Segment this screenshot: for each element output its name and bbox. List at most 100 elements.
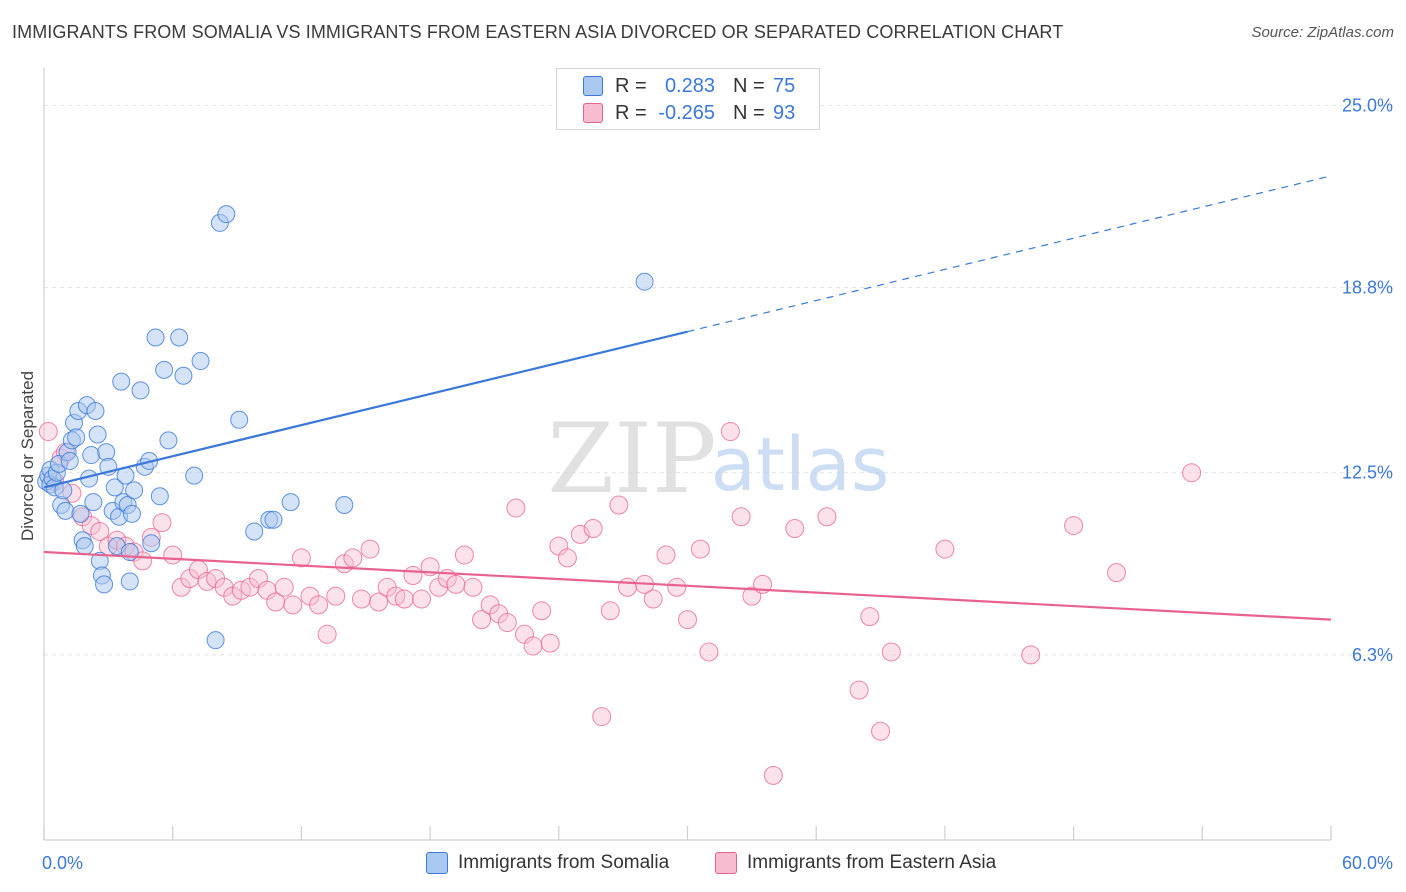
- eastern-asia-point: [583, 519, 603, 539]
- somalia-trend-line: [43, 330, 688, 489]
- n-value: 93: [773, 101, 796, 124]
- eastern-asia-point: [643, 589, 663, 609]
- eastern-asia-point: [592, 707, 612, 727]
- eastern-asia-point: [817, 507, 837, 527]
- eastern-asia-point: [609, 495, 629, 515]
- r-value: 0.283: [664, 74, 715, 97]
- eastern-asia-point: [291, 548, 311, 568]
- eastern-asia-point: [38, 422, 58, 442]
- somalia-swatch: [583, 76, 603, 96]
- eastern-asia-point: [283, 595, 303, 615]
- eastern-asia-point: [163, 545, 183, 565]
- legend-item-somalia: Immigrants from Somalia: [426, 852, 669, 874]
- somalia-point: [335, 496, 354, 515]
- eastern-asia-point: [617, 577, 637, 597]
- y-tick-label: 12.5%: [1342, 463, 1393, 483]
- legend-item-eastern-asia: Immigrants from Eastern Asia: [715, 852, 996, 874]
- eastern-asia-point: [656, 545, 676, 565]
- somalia-point: [217, 205, 236, 224]
- eastern-asia-point: [506, 498, 526, 518]
- somalia-point: [95, 575, 114, 594]
- eastern-asia-point: [860, 607, 880, 627]
- somalia-point: [281, 493, 300, 512]
- eastern-asia-swatch: [583, 103, 603, 123]
- eastern-asia-point: [667, 577, 687, 597]
- tick-labels: 25.0% 18.8% 12.5% 6.3% 0.0% 60.0%: [42, 95, 1393, 873]
- eastern-asia-point: [446, 574, 466, 594]
- eastern-asia-point: [317, 624, 337, 644]
- eastern-asia-point: [540, 633, 560, 653]
- somalia-point: [174, 366, 193, 385]
- eastern-asia-point: [763, 765, 783, 785]
- somalia-point: [84, 493, 103, 512]
- eastern-asia-point: [731, 507, 751, 527]
- eastern-asia-point: [600, 601, 620, 621]
- eastern-asia-trend-line: [43, 550, 1332, 621]
- somalia-point: [142, 534, 161, 553]
- legend-row-eastern-asia: R = -0.265 N = 93: [557, 100, 795, 126]
- correlation-legend: R = 0.283 N = 75 R = -0.265 N = 93: [556, 68, 820, 130]
- eastern-asia-point: [742, 586, 762, 606]
- eastern-asia-point: [309, 595, 329, 615]
- somalia-point: [264, 510, 283, 529]
- somalia-point: [71, 504, 90, 523]
- somalia-point: [170, 328, 189, 347]
- somalia-point: [120, 543, 139, 562]
- somalia-point: [245, 522, 264, 541]
- eastern-asia-point: [1107, 563, 1126, 583]
- eastern-asia-point: [274, 577, 294, 597]
- somalia-point: [120, 572, 139, 591]
- somalia-point: [82, 446, 101, 465]
- somalia-point: [122, 504, 141, 523]
- eastern-asia-point: [785, 519, 805, 539]
- eastern-asia-point: [935, 539, 955, 559]
- somalia-point: [56, 501, 75, 520]
- series-legend: Immigrants from Somalia Immigrants from …: [0, 852, 1406, 878]
- somalia-point: [191, 352, 210, 371]
- eastern-asia-point: [343, 548, 363, 568]
- eastern-asia-point: [463, 577, 483, 597]
- eastern-asia-point: [690, 539, 710, 559]
- somalia-point: [150, 487, 169, 506]
- eastern-asia-point: [699, 642, 719, 662]
- eastern-asia-point: [403, 566, 423, 586]
- eastern-asia-point: [454, 545, 474, 565]
- somalia-point: [105, 478, 124, 497]
- somalia-point: [60, 451, 79, 470]
- somalia-point: [97, 443, 116, 462]
- eastern-asia-point: [532, 601, 552, 621]
- somalia-point: [185, 466, 204, 485]
- eastern-asia-point: [326, 586, 346, 606]
- legend-label-somalia: Immigrants from Somalia: [458, 852, 670, 873]
- series-eastern-asia-points: [38, 422, 1202, 785]
- eastern-asia-point: [523, 636, 543, 656]
- axes: [43, 68, 1332, 841]
- somalia-point: [155, 360, 174, 379]
- r-label: R =: [615, 101, 647, 124]
- eastern-asia-point: [1182, 463, 1202, 483]
- somalia-point: [112, 372, 131, 391]
- eastern-asia-point: [360, 539, 380, 559]
- somalia-point: [230, 410, 249, 429]
- watermark-zip: ZIP: [547, 403, 716, 515]
- eastern-asia-swatch: [715, 852, 737, 874]
- trend-lines: [43, 175, 1332, 621]
- eastern-asia-point: [394, 589, 414, 609]
- somalia-point: [635, 272, 654, 291]
- eastern-asia-point: [497, 613, 517, 633]
- eastern-asia-point: [1064, 516, 1084, 536]
- somalia-point: [88, 425, 107, 444]
- eastern-asia-point: [849, 680, 869, 700]
- legend-label-eastern-asia: Immigrants from Eastern Asia: [747, 852, 997, 873]
- somalia-point: [67, 428, 86, 447]
- eastern-asia-point: [1021, 645, 1041, 665]
- watermark-atlas: atlas: [711, 422, 890, 508]
- watermark: ZIP atlas: [547, 403, 889, 515]
- somalia-point: [125, 481, 144, 500]
- n-label: N =: [733, 101, 765, 124]
- series-somalia-points: [37, 205, 654, 650]
- n-value: 75: [773, 74, 796, 97]
- eastern-asia-point: [570, 524, 590, 544]
- somalia-point: [206, 631, 225, 650]
